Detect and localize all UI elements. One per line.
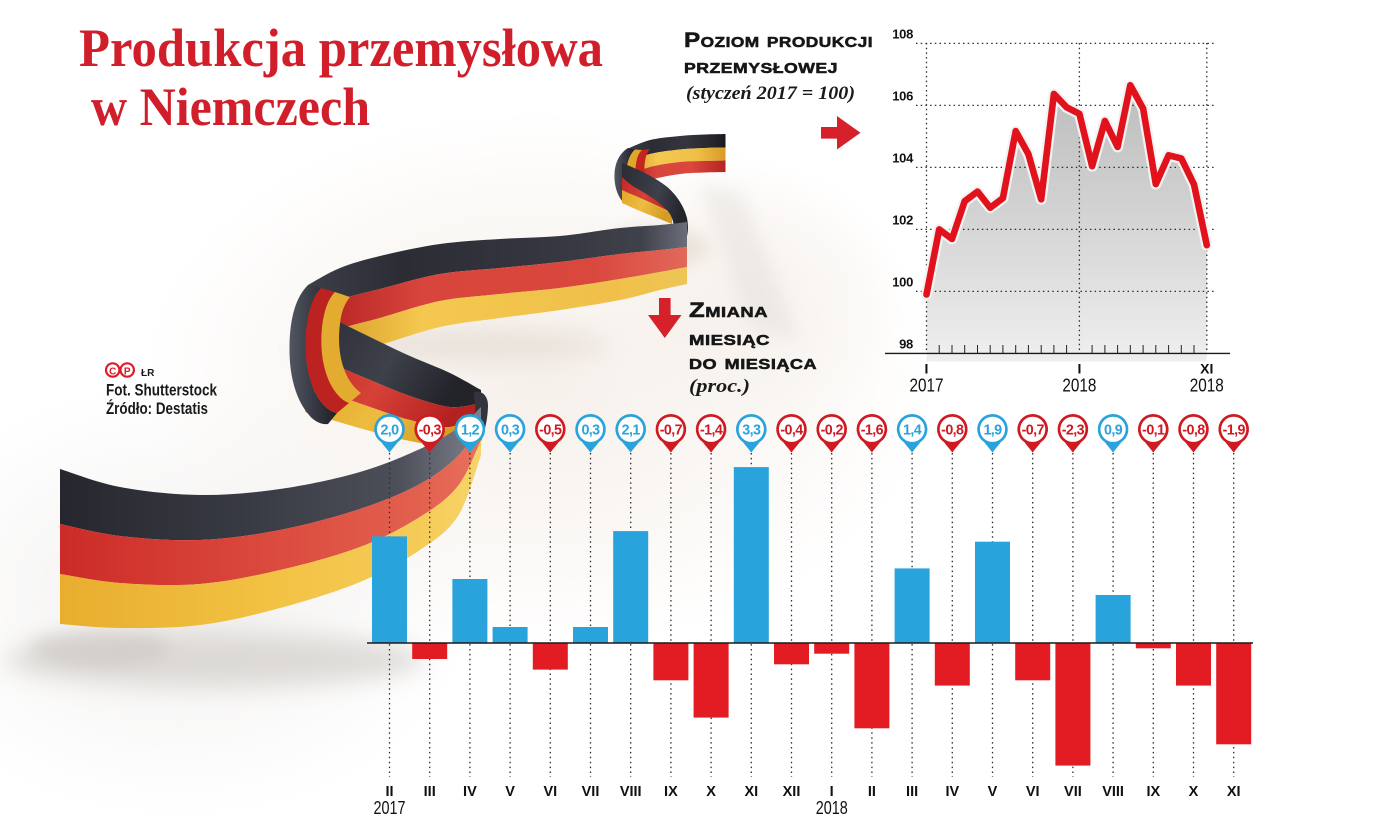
svg-text:-0,8: -0,8 [941, 422, 964, 438]
svg-text:do miesiąca: do miesiąca [689, 351, 817, 374]
svg-text:2017: 2017 [374, 797, 406, 818]
svg-text:-0,1: -0,1 [1142, 422, 1165, 438]
svg-text:III: III [906, 784, 918, 800]
svg-text:-0,7: -0,7 [1022, 422, 1045, 438]
svg-text:(styczeń 2017 = 100): (styczeń 2017 = 100) [686, 83, 855, 104]
svg-text:II: II [385, 784, 393, 800]
svg-text:w Niemczech: w Niemczech [91, 77, 370, 137]
svg-text:II: II [868, 784, 876, 800]
svg-text:2018: 2018 [1062, 375, 1096, 396]
svg-text:-0,8: -0,8 [1182, 422, 1205, 438]
svg-text:1,9: 1,9 [983, 422, 1002, 438]
svg-text:P: P [124, 367, 131, 378]
svg-text:-0,7: -0,7 [660, 422, 683, 438]
svg-text:108: 108 [892, 26, 913, 41]
svg-text:I: I [1077, 361, 1081, 377]
svg-text:Produkcja przemysłowa: Produkcja przemysłowa [79, 18, 603, 78]
svg-text:-0,2: -0,2 [821, 422, 844, 438]
svg-text:Fot. Shutterstock: Fot. Shutterstock [106, 382, 218, 400]
svg-text:0,3: 0,3 [501, 422, 520, 438]
svg-text:I: I [830, 784, 834, 800]
svg-text:2018: 2018 [1190, 375, 1224, 396]
svg-text:2018: 2018 [816, 797, 848, 818]
svg-text:III: III [424, 784, 436, 800]
svg-text:Źródło: Destatis: Źródło: Destatis [106, 399, 208, 418]
svg-text:3,3: 3,3 [742, 422, 761, 438]
svg-text:I: I [925, 361, 929, 377]
svg-text:XI: XI [744, 784, 758, 800]
svg-text:VIII: VIII [620, 784, 642, 800]
svg-text:ŁR: ŁR [141, 368, 155, 379]
svg-text:-0,4: -0,4 [780, 422, 803, 438]
svg-text:XI: XI [1200, 361, 1213, 377]
svg-text:VII: VII [1064, 784, 1082, 800]
svg-text:XI: XI [1227, 784, 1241, 800]
svg-text:miesiąc: miesiąc [689, 327, 770, 350]
svg-text:C: C [109, 367, 116, 378]
svg-text:V: V [988, 784, 998, 800]
svg-text:VI: VI [1026, 784, 1040, 800]
svg-text:106: 106 [892, 88, 913, 103]
svg-text:1,2: 1,2 [461, 422, 480, 438]
svg-text:100: 100 [892, 274, 913, 289]
svg-text:2,0: 2,0 [380, 422, 399, 438]
svg-text:IX: IX [664, 784, 678, 800]
svg-text:102: 102 [892, 212, 913, 227]
svg-text:Poziom produkcji: Poziom produkcji [684, 29, 873, 52]
svg-text:IX: IX [1146, 784, 1160, 800]
svg-text:-0,3: -0,3 [419, 422, 442, 438]
svg-text:Zmiana: Zmiana [689, 299, 768, 322]
svg-text:-1,6: -1,6 [861, 422, 884, 438]
svg-text:-2,3: -2,3 [1062, 422, 1085, 438]
svg-text:-1,9: -1,9 [1223, 422, 1246, 438]
svg-text:VII: VII [582, 784, 600, 800]
svg-text:0,9: 0,9 [1104, 422, 1123, 438]
svg-text:XII: XII [783, 784, 801, 800]
svg-text:1,4: 1,4 [903, 422, 922, 438]
svg-text:-0,5: -0,5 [539, 422, 562, 438]
svg-text:przemysłowej: przemysłowej [684, 55, 838, 78]
svg-text:VI: VI [543, 784, 557, 800]
svg-text:-1,4: -1,4 [700, 422, 723, 438]
svg-text:2017: 2017 [910, 375, 944, 396]
svg-text:IV: IV [463, 784, 477, 800]
svg-text:X: X [706, 784, 716, 800]
svg-text:X: X [1189, 784, 1199, 800]
svg-text:V: V [505, 784, 515, 800]
svg-text:104: 104 [892, 150, 914, 165]
svg-text:2,1: 2,1 [622, 422, 641, 438]
svg-text:98: 98 [899, 336, 913, 351]
svg-text:(proc.): (proc.) [689, 376, 750, 397]
svg-text:VIII: VIII [1102, 784, 1124, 800]
svg-text:IV: IV [945, 784, 959, 800]
svg-text:0,3: 0,3 [581, 422, 600, 438]
